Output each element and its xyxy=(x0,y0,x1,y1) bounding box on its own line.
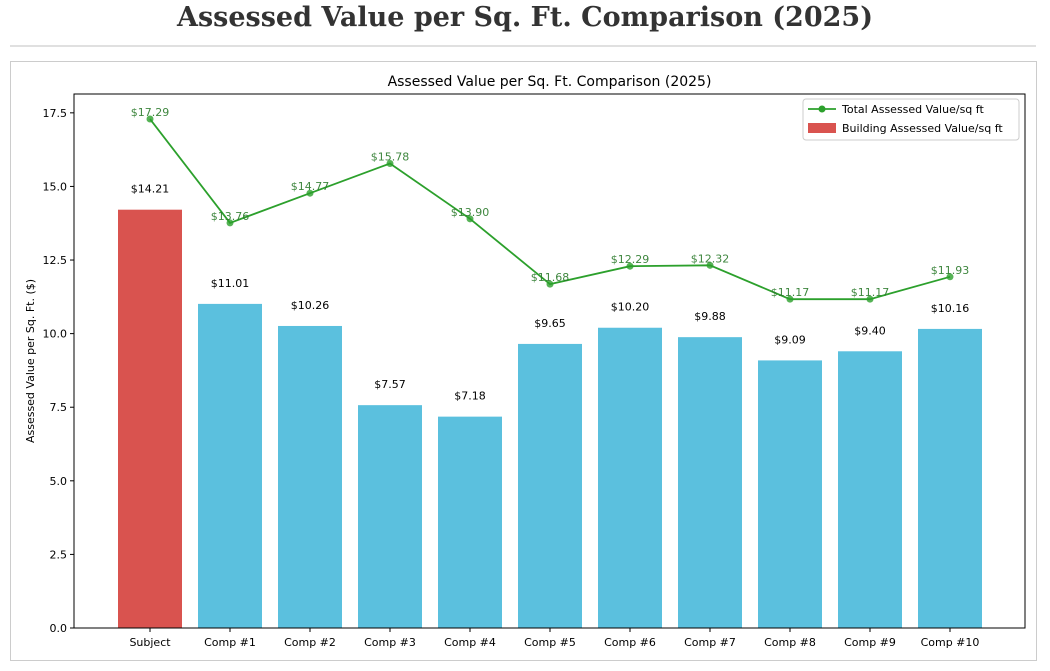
legend-bar-icon xyxy=(808,123,836,133)
x-tick-label: Comp #7 xyxy=(684,636,736,649)
line-point xyxy=(866,295,874,303)
line-point xyxy=(946,273,954,281)
x-tick-label: Comp #6 xyxy=(604,636,656,649)
y-tick-label: 15.0 xyxy=(43,180,68,193)
y-tick-label: 12.5 xyxy=(43,254,68,267)
line-point xyxy=(386,159,394,167)
legend-label: Total Assessed Value/sq ft xyxy=(841,103,984,116)
line-point xyxy=(626,262,634,270)
line-label: $12.32 xyxy=(691,252,730,265)
legend-label: Building Assessed Value/sq ft xyxy=(842,122,1003,135)
legend-box xyxy=(802,98,1020,141)
chart-title: Assessed Value per Sq. Ft. Comparison (2… xyxy=(388,74,712,90)
line-label: $14.77 xyxy=(291,180,330,193)
y-tick-label: 7.5 xyxy=(50,401,68,414)
bar xyxy=(758,360,822,628)
y-tick-label: 17.5 xyxy=(43,107,68,120)
bar xyxy=(198,303,262,628)
y-tick-label: 0.0 xyxy=(50,622,68,635)
line-point xyxy=(466,215,474,223)
page-title: Assessed Value per Sq. Ft. Comparison (2… xyxy=(177,2,873,33)
line-point xyxy=(706,261,714,269)
chart-container xyxy=(10,61,1037,661)
y-tick-label: 5.0 xyxy=(50,475,68,488)
divider xyxy=(10,45,1036,47)
line-label: $17.29 xyxy=(131,106,170,119)
line-label: $13.90 xyxy=(451,206,490,219)
bar-label: $9.88 xyxy=(694,310,726,323)
legend-marker-icon xyxy=(818,105,826,113)
x-tick-label: Subject xyxy=(129,636,171,649)
bar xyxy=(518,343,582,628)
bar xyxy=(918,328,982,628)
bar xyxy=(838,351,902,628)
line-label: $12.29 xyxy=(611,253,650,266)
x-tick-label: Comp #8 xyxy=(764,636,816,649)
line-label: $11.93 xyxy=(931,264,970,277)
bar-label: $9.09 xyxy=(774,333,806,346)
bar-label: $10.20 xyxy=(611,301,650,314)
bar-label: $7.57 xyxy=(374,378,406,391)
x-tick-label: Comp #4 xyxy=(444,636,496,649)
bar xyxy=(438,416,502,628)
bar-label: $7.18 xyxy=(454,390,486,403)
x-tick-label: Comp #2 xyxy=(284,636,336,649)
y-tick-label: 2.5 xyxy=(50,548,68,561)
bar-label: $10.16 xyxy=(931,302,970,315)
x-tick-label: Comp #1 xyxy=(204,636,256,649)
bar-label: $14.21 xyxy=(131,183,170,196)
line-point xyxy=(546,280,554,288)
line-label: $11.17 xyxy=(851,286,890,299)
bar xyxy=(118,209,182,628)
line-point xyxy=(306,189,314,197)
line-label: $11.68 xyxy=(531,271,570,284)
y-tick-label: 10.0 xyxy=(43,328,68,341)
line-label: $15.78 xyxy=(371,150,410,163)
line-point xyxy=(786,295,794,303)
bar xyxy=(358,405,422,628)
bar xyxy=(278,325,342,628)
line-label: $13.76 xyxy=(211,210,250,223)
x-tick-label: Comp #9 xyxy=(844,636,896,649)
bar-label: $9.65 xyxy=(534,317,566,330)
x-tick-label: Comp #5 xyxy=(524,636,576,649)
bar xyxy=(598,327,662,628)
bar xyxy=(678,337,742,628)
bar-label: $11.01 xyxy=(211,277,250,290)
x-tick-label: Comp #10 xyxy=(921,636,980,649)
x-tick-label: Comp #3 xyxy=(364,636,416,649)
y-axis-label: Assessed Value per Sq. Ft. ($) xyxy=(24,279,37,443)
line-point xyxy=(146,115,154,123)
line-point xyxy=(226,219,234,227)
bar-label: $9.40 xyxy=(854,324,886,337)
line-label: $11.17 xyxy=(771,286,810,299)
bar-label: $10.26 xyxy=(291,299,330,312)
